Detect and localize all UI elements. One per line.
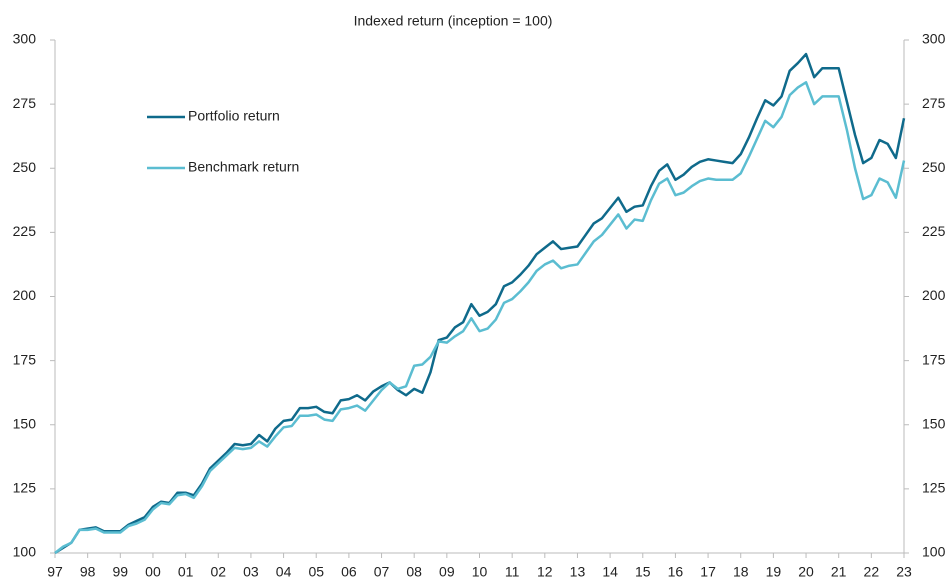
x-tick-label: 09: [439, 564, 455, 580]
x-tick-label: 20: [798, 564, 814, 580]
x-tick-label: 99: [113, 564, 129, 580]
y-tick-label: 275: [13, 95, 37, 111]
x-tick-label: 19: [766, 564, 782, 580]
y-tick-label: 200: [13, 287, 37, 303]
x-tick-label: 05: [308, 564, 324, 580]
x-tick-label: 17: [700, 564, 716, 580]
series-line: [54, 52, 906, 555]
x-tick-label: 06: [341, 564, 357, 580]
y2-tick-label: 250: [922, 159, 946, 175]
series-line: [54, 81, 906, 554]
y2-tick-label: 175: [922, 351, 946, 367]
x-tick-label: 15: [635, 564, 651, 580]
x-tick-label: 23: [896, 564, 912, 580]
x-tick-label: 97: [47, 564, 63, 580]
y2-tick-label: 150: [922, 415, 946, 431]
x-tick-label: 08: [406, 564, 422, 580]
x-tick-label: 21: [831, 564, 847, 580]
x-tick-label: 22: [864, 564, 880, 580]
y2-tick-label: 300: [922, 31, 946, 47]
x-tick-label: 98: [80, 564, 96, 580]
y-tick-label: 150: [13, 415, 37, 431]
y-tick-label: 125: [13, 480, 37, 496]
x-tick-label: 12: [537, 564, 553, 580]
x-tick-label: 14: [602, 564, 618, 580]
y-tick-label: 225: [13, 223, 37, 239]
y-tick-label: 100: [13, 544, 37, 560]
y2-tick-label: 125: [922, 480, 946, 496]
x-tick-label: 13: [570, 564, 586, 580]
x-tick-label: 16: [668, 564, 684, 580]
x-tick-label: 10: [472, 564, 488, 580]
y-tick-label: 250: [13, 159, 37, 175]
x-tick-label: 18: [733, 564, 749, 580]
y-tick-label: 175: [13, 351, 37, 367]
x-tick-label: 02: [210, 564, 226, 580]
y2-tick-label: 225: [922, 223, 946, 239]
x-tick-label: 03: [243, 564, 259, 580]
x-tick-label: 11: [505, 564, 520, 580]
x-tick-label: 04: [276, 564, 292, 580]
chart-title: Indexed return (inception = 100): [354, 13, 553, 29]
y2-tick-label: 100: [922, 544, 946, 560]
y-tick-label: 300: [13, 31, 37, 47]
x-tick-label: 07: [374, 564, 390, 580]
legend-label: Portfolio return: [188, 108, 280, 124]
x-tick-label: 00: [145, 564, 161, 580]
legend-label: Benchmark return: [188, 159, 299, 175]
y2-tick-label: 200: [922, 287, 946, 303]
y2-tick-label: 275: [922, 95, 946, 111]
x-tick-label: 01: [178, 564, 194, 580]
